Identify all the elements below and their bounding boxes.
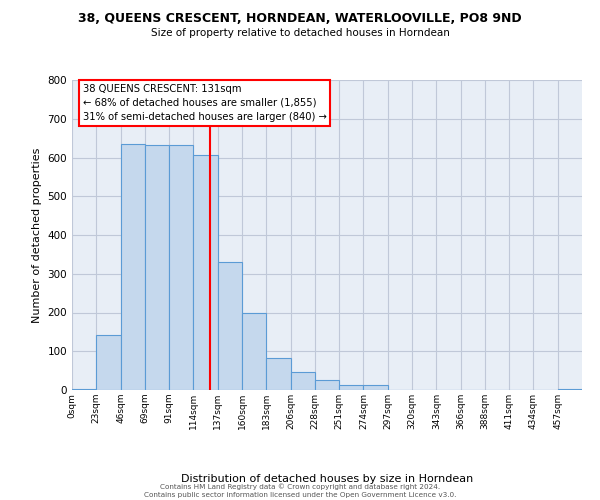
X-axis label: Distribution of detached houses by size in Horndean: Distribution of detached houses by size … [181, 474, 473, 484]
Bar [242, 314, 266, 390]
Bar [121, 144, 145, 390]
Bar [290, 372, 315, 390]
Bar [193, 155, 218, 390]
Text: 38, QUEENS CRESCENT, HORNDEAN, WATERLOOVILLE, PO8 9ND: 38, QUEENS CRESCENT, HORNDEAN, WATERLOOV… [78, 12, 522, 26]
Bar [72, 389, 96, 390]
Bar [266, 358, 290, 390]
Text: 38 QUEENS CRESCENT: 131sqm
← 68% of detached houses are smaller (1,855)
31% of s: 38 QUEENS CRESCENT: 131sqm ← 68% of deta… [83, 84, 326, 122]
Text: Contains HM Land Registry data © Crown copyright and database right 2024.
Contai: Contains HM Land Registry data © Crown c… [144, 484, 456, 498]
Bar [339, 386, 364, 390]
Bar [96, 334, 121, 390]
Bar [218, 262, 242, 390]
Bar [315, 380, 339, 390]
Text: Size of property relative to detached houses in Horndean: Size of property relative to detached ho… [151, 28, 449, 38]
Bar [558, 389, 582, 390]
Y-axis label: Number of detached properties: Number of detached properties [32, 148, 42, 322]
Bar [169, 145, 193, 390]
Bar [145, 145, 169, 390]
Bar [364, 386, 388, 390]
